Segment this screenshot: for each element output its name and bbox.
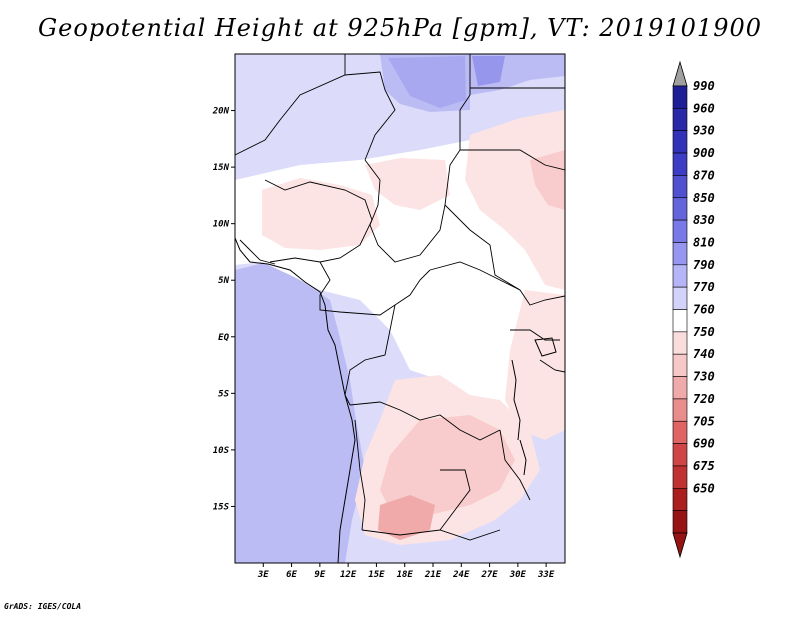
x-tick-label: 9E xyxy=(314,570,325,580)
colorbar-bottom-arrow xyxy=(672,532,688,559)
chart-title: Geopotential Height at 925hPa [gpm], VT:… xyxy=(38,14,762,42)
colorbar-label: 650 xyxy=(693,481,715,495)
x-tick-label: 12E xyxy=(340,570,357,580)
colorbar-label: 930 xyxy=(693,124,715,138)
colorbar-label: 830 xyxy=(693,213,715,227)
y-tick-label: EQ xyxy=(218,333,229,343)
colorbar: 990 960 930 900 870 850 830 810 790 770 760 750 740 7… xyxy=(672,60,715,559)
border-car xyxy=(429,261,521,291)
border-nigeria xyxy=(264,179,373,263)
x-tick-label: 33E xyxy=(537,570,555,580)
colorbar-swatch xyxy=(672,152,688,176)
colorbar-label: 675 xyxy=(693,459,715,473)
y-axis: 20N 15N 10N 5N EQ 5S 10S 15S xyxy=(212,107,235,512)
y-tick-label: 5N xyxy=(218,276,229,286)
x-tick-label: 18E xyxy=(397,570,414,580)
colorbar-swatch xyxy=(672,264,688,288)
y-tick-label: 20N xyxy=(212,107,230,117)
colorbar-label: 750 xyxy=(693,325,715,339)
field-north-830 xyxy=(472,56,505,86)
field-eastafrica-750 xyxy=(505,290,565,440)
colorbar-swatch xyxy=(672,331,688,355)
x-tick-label: 30E xyxy=(509,570,527,580)
colorbar-top-arrow xyxy=(672,60,688,87)
colorbar-swatch xyxy=(672,510,688,534)
y-tick-label: 10S xyxy=(213,446,230,456)
colorbar-swatch xyxy=(672,465,688,489)
colorbar-swatch xyxy=(672,353,688,377)
field-south-740 xyxy=(380,415,515,520)
colorbar-label: 960 xyxy=(693,101,715,115)
colorbar-label: 770 xyxy=(693,280,715,294)
colorbar-swatch xyxy=(672,376,688,400)
colorbar-swatch xyxy=(672,242,688,266)
y-tick-label: 10N xyxy=(213,220,230,230)
colorbar-label: 730 xyxy=(693,370,715,384)
colorbar-swatch xyxy=(672,219,688,243)
colorbar-label: 720 xyxy=(693,392,715,406)
colorbar-label: 705 xyxy=(693,414,715,428)
border-kenya xyxy=(539,359,565,373)
x-tick-label: 15E xyxy=(368,570,385,580)
field-chad-750 xyxy=(365,158,450,210)
lake-tanganyika xyxy=(511,359,521,441)
border-angola-drc xyxy=(349,401,501,441)
footer-credit: GrADS: IGES/COLA xyxy=(4,602,82,611)
field-north-810 xyxy=(388,56,466,108)
colorbar-label: 990 xyxy=(693,79,715,93)
border-coast-benin xyxy=(239,239,276,265)
colorbar-swatch xyxy=(672,197,688,221)
colorbar-swatch xyxy=(672,175,688,199)
colorbar-swatch xyxy=(672,85,688,109)
x-tick-label: 3E xyxy=(257,570,269,580)
x-tick-label: 6E xyxy=(286,570,297,580)
field-westafrica-750 xyxy=(262,178,380,250)
colorbar-swatch xyxy=(672,309,688,333)
x-tick-label: 27E xyxy=(480,570,498,580)
lake-victoria xyxy=(534,337,557,357)
border-zambia xyxy=(439,469,471,531)
lakes xyxy=(511,337,557,476)
field-sudan-750 xyxy=(465,110,565,290)
border-cameroon xyxy=(319,261,431,316)
y-tick-label: 15S xyxy=(213,502,230,512)
border-sudan-north xyxy=(460,149,565,171)
field-south-770 xyxy=(345,520,565,563)
y-tick-label: 5S xyxy=(218,389,229,399)
colorbar-label: 790 xyxy=(693,258,715,272)
colorbar-label: 810 xyxy=(693,235,715,249)
height-field xyxy=(235,54,565,563)
map-frame xyxy=(234,53,566,564)
border-angola-west xyxy=(354,419,366,531)
field-mozambique-770 xyxy=(540,430,565,520)
colorbar-label: 850 xyxy=(693,191,715,205)
field-core-730 xyxy=(378,495,435,540)
colorbar-label: 740 xyxy=(693,347,715,361)
border-malawi xyxy=(499,429,531,501)
colorbar-swatch xyxy=(672,398,688,422)
field-sudan-740 xyxy=(530,150,565,210)
colorbar-swatch xyxy=(672,443,688,467)
border-sahel xyxy=(235,71,396,161)
y-tick-label: 15N xyxy=(213,163,230,173)
border-sudan-south xyxy=(444,204,565,306)
colorbar-label: 900 xyxy=(693,146,715,160)
colorbar-label: 760 xyxy=(693,303,715,317)
coastline xyxy=(235,237,356,563)
colorbar-label: 870 xyxy=(693,168,715,182)
field-ocean-790 xyxy=(235,262,365,563)
x-tick-label: 24E xyxy=(452,570,470,580)
x-axis: 3E 6E 9E 12E 15E 18E 21E 24E 27E 30E 33E xyxy=(257,563,555,580)
colorbar-swatch xyxy=(672,286,688,310)
lake-malawi xyxy=(519,439,527,476)
colorbar-swatch xyxy=(672,487,688,511)
colorbar-swatch xyxy=(672,420,688,444)
x-tick-label: 21E xyxy=(424,570,442,580)
colorbar-label: 690 xyxy=(693,437,715,451)
colorbar-swatch xyxy=(672,130,688,154)
border-chad xyxy=(364,54,471,263)
colorbar-swatch xyxy=(672,108,688,131)
